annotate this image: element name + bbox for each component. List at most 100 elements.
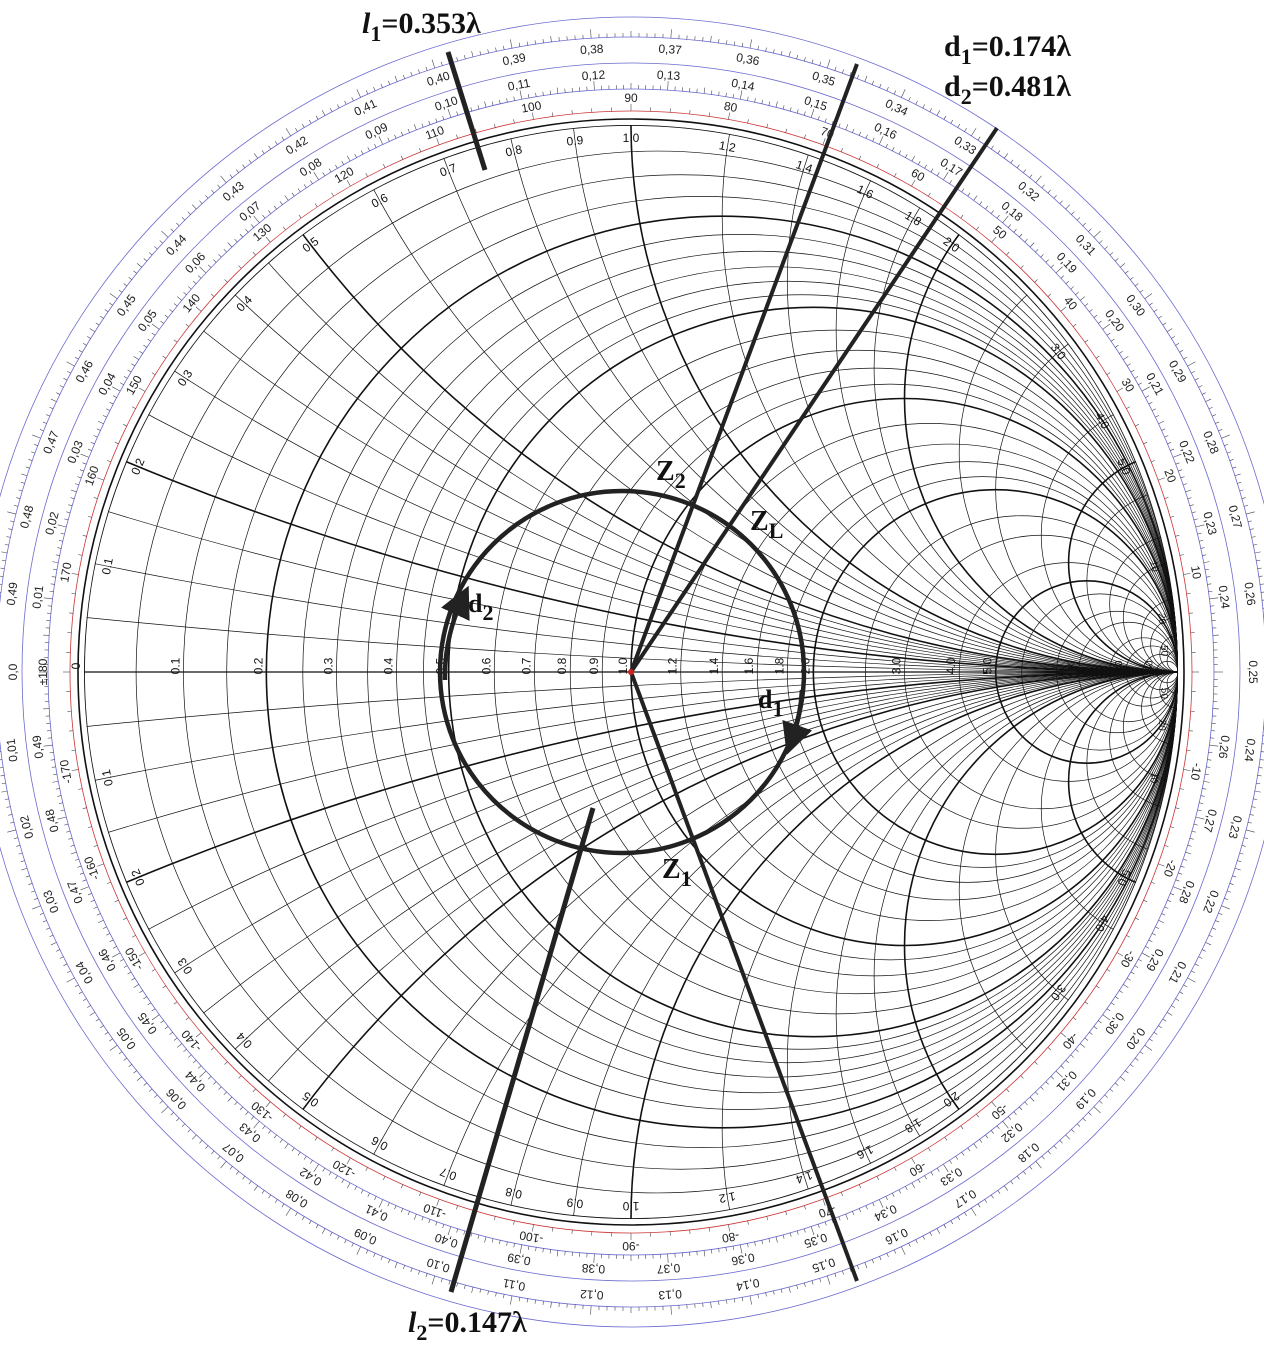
resistance-circle bbox=[226, 195, 1178, 1149]
scale-tick bbox=[845, 124, 849, 131]
scale-tick bbox=[1024, 238, 1028, 243]
scale-tick bbox=[181, 217, 186, 221]
reactance-label: 0.6 bbox=[369, 190, 391, 210]
scale-tick bbox=[718, 91, 720, 96]
scale-tick bbox=[82, 462, 87, 465]
scale-tick bbox=[1, 790, 8, 793]
scale-tick bbox=[1093, 314, 1098, 318]
angle-tick bbox=[766, 1216, 768, 1221]
scale-tick bbox=[285, 128, 292, 137]
center-point bbox=[628, 669, 634, 675]
scale-tick bbox=[322, 172, 326, 177]
scale-tick bbox=[513, 1243, 515, 1248]
radial-line-z1 bbox=[629, 671, 859, 1282]
scale-tick bbox=[703, 1250, 706, 1257]
scale-tick bbox=[74, 483, 79, 486]
scale-tick bbox=[253, 1121, 260, 1129]
scale-tick bbox=[284, 195, 289, 201]
angle-tick bbox=[1084, 1001, 1089, 1005]
reactance-label: 5.0 bbox=[1114, 867, 1133, 888]
scale-tick bbox=[123, 376, 128, 379]
angle-tick bbox=[766, 123, 768, 128]
wavelength-toward-generator: 0,42 bbox=[297, 1164, 324, 1189]
scale-tick bbox=[1158, 420, 1165, 425]
scale-tick bbox=[143, 1082, 148, 1086]
scale-tick bbox=[313, 171, 319, 180]
scale-tick bbox=[1106, 1008, 1111, 1012]
scale-tick bbox=[780, 51, 783, 56]
angle-label: 50 bbox=[990, 223, 1009, 243]
scale-tick bbox=[961, 1151, 965, 1156]
wavelength-toward-load: 0,43 bbox=[220, 178, 247, 204]
scale-tick bbox=[1084, 303, 1089, 307]
angle-tick bbox=[1106, 969, 1111, 972]
scale-tick bbox=[133, 356, 139, 360]
scale-tick bbox=[1194, 963, 1199, 966]
scale-tick bbox=[788, 51, 791, 58]
scale-tick bbox=[400, 1208, 404, 1213]
scale-tick bbox=[136, 263, 142, 268]
scale-tick bbox=[440, 1278, 443, 1283]
scale-tick bbox=[1040, 1086, 1044, 1090]
scale-tick bbox=[911, 155, 916, 162]
angle-label: -130 bbox=[248, 1098, 276, 1124]
angle-label: -50 bbox=[988, 1101, 1011, 1123]
scale-tick bbox=[768, 101, 771, 106]
angle-tick bbox=[1175, 807, 1180, 809]
scale-tick bbox=[747, 1243, 749, 1248]
angle-tick bbox=[71, 573, 79, 575]
scale-tick bbox=[1053, 1145, 1057, 1149]
scale-tick bbox=[20, 481, 25, 484]
wavelength-toward-load: 0,29 bbox=[1166, 358, 1190, 385]
scale-tick bbox=[1104, 1094, 1108, 1098]
scale-tick bbox=[1241, 845, 1246, 847]
angle-tick bbox=[107, 460, 111, 463]
scale-tick bbox=[519, 1244, 523, 1254]
angle-label: 150 bbox=[123, 373, 145, 398]
angle-tick bbox=[1020, 265, 1024, 269]
scale-tick bbox=[413, 124, 417, 131]
wavelength-quarter-label: 0,25 bbox=[1246, 660, 1260, 684]
angle-tick bbox=[123, 424, 127, 427]
scale-tick bbox=[394, 1262, 398, 1269]
scale-tick bbox=[1084, 1037, 1089, 1041]
scale-tick bbox=[49, 934, 54, 938]
scale-tick bbox=[367, 1192, 370, 1197]
angle-label: 60 bbox=[909, 166, 928, 185]
scale-tick bbox=[915, 1239, 918, 1244]
scale-tick bbox=[248, 1180, 252, 1185]
scale-tick bbox=[726, 1299, 728, 1304]
wavelength-toward-load: 0,04 bbox=[72, 959, 96, 986]
angle-tick bbox=[1006, 251, 1010, 256]
scale-tick bbox=[16, 497, 21, 499]
scale-tick bbox=[964, 1212, 967, 1216]
angle-tick bbox=[71, 593, 76, 595]
scale-tick bbox=[428, 1219, 431, 1224]
angle-tick bbox=[93, 845, 98, 847]
wavelength-toward-generator: 0,24 bbox=[1216, 585, 1233, 610]
scale-tick bbox=[227, 1096, 233, 1102]
angle-tick bbox=[419, 1192, 422, 1196]
scale-tick bbox=[394, 134, 397, 139]
scale-tick bbox=[188, 1054, 192, 1058]
scale-tick bbox=[984, 1199, 988, 1203]
l1-symbol: l bbox=[362, 7, 371, 40]
angle-label: -10 bbox=[1188, 762, 1205, 782]
scale-tick bbox=[0, 583, 3, 585]
angle-tick bbox=[210, 1047, 215, 1051]
scale-tick bbox=[43, 597, 53, 600]
scale-tick bbox=[527, 1245, 530, 1250]
scale-tick bbox=[670, 29, 672, 39]
scale-tick bbox=[773, 1290, 775, 1295]
scale-tick bbox=[1175, 343, 1180, 346]
scale-tick bbox=[127, 971, 132, 975]
scale-tick bbox=[879, 1256, 882, 1261]
resistance-circle bbox=[534, 349, 1178, 995]
scale-tick bbox=[18, 489, 23, 492]
scale-tick bbox=[77, 476, 82, 479]
scale-tick bbox=[1098, 320, 1102, 324]
scale-tick bbox=[68, 837, 73, 840]
scale-tick bbox=[542, 1300, 544, 1305]
scale-tick bbox=[929, 1232, 933, 1236]
wavelength-toward-generator: 0,32 bbox=[998, 1120, 1025, 1146]
